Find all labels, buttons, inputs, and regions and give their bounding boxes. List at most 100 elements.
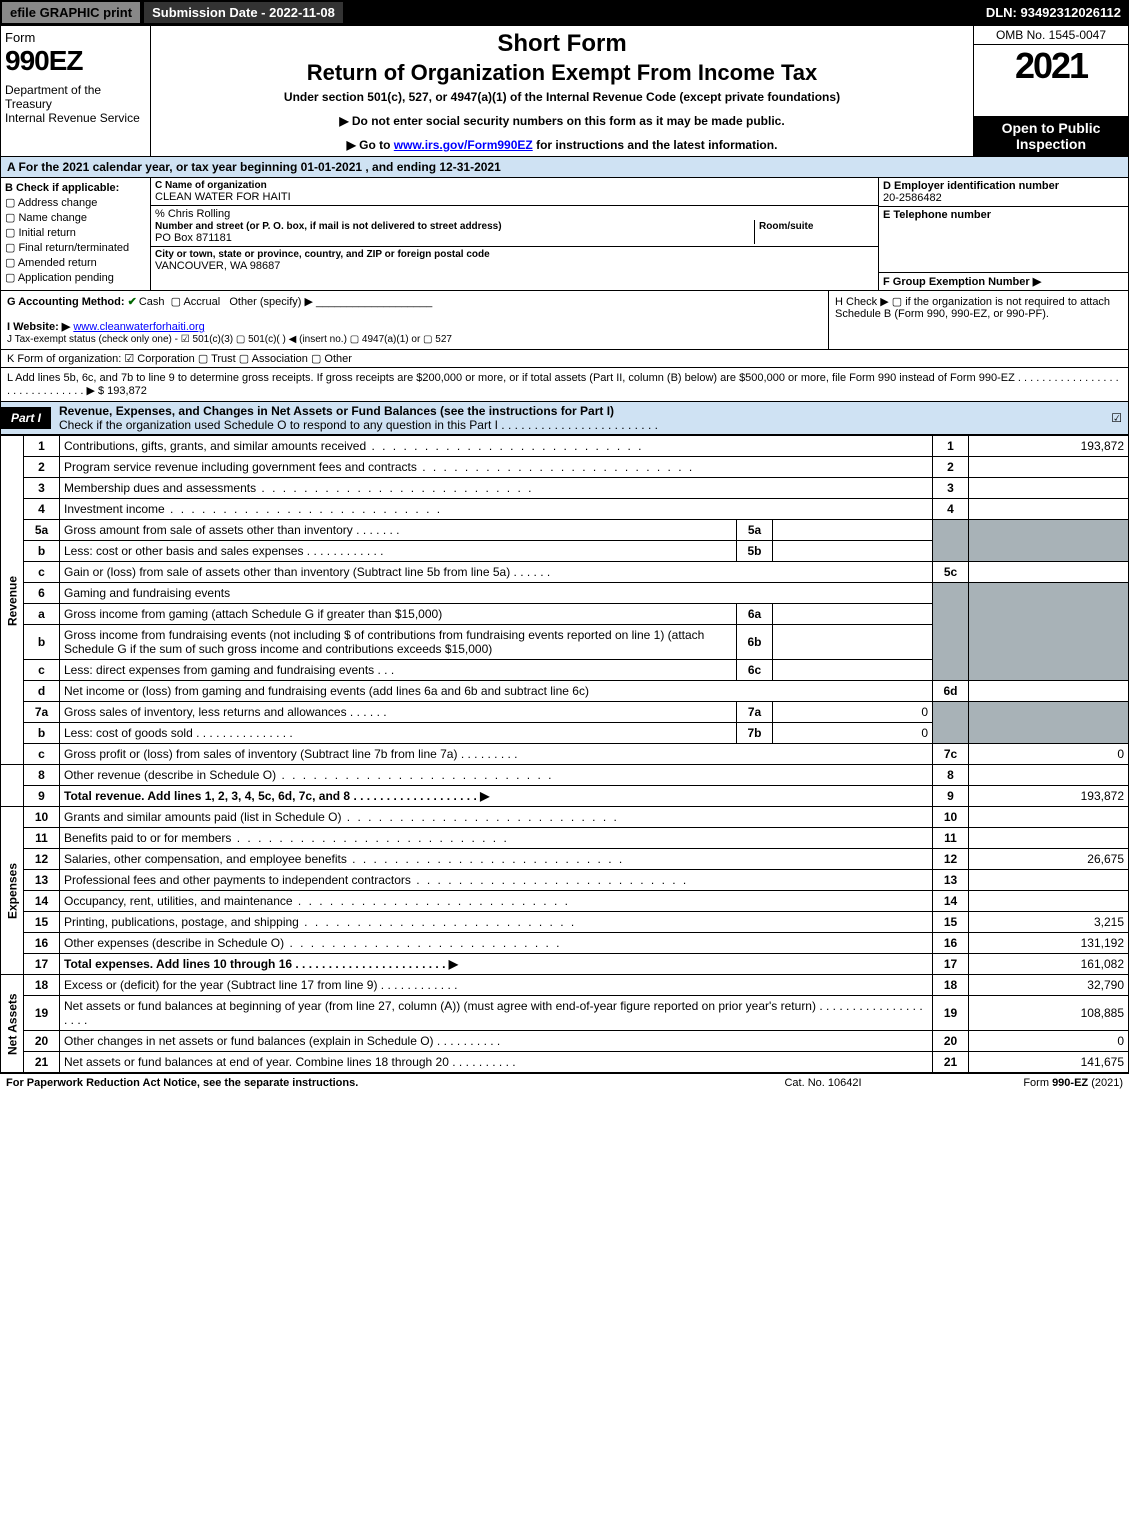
box-b: B Check if applicable: ▢ Address change … <box>1 178 151 290</box>
l19-val: 108,885 <box>969 996 1129 1031</box>
form-word: Form <box>5 30 146 45</box>
l3-val <box>969 478 1129 499</box>
l6d-rn: 6d <box>933 681 969 702</box>
l2-val <box>969 457 1129 478</box>
l1-rn: 1 <box>933 436 969 457</box>
l15-rn: 15 <box>933 912 969 933</box>
tax-exempt-status: J Tax-exempt status (check only one) - ☑… <box>7 334 452 345</box>
dln-label: DLN: 93492312026112 <box>980 2 1127 23</box>
l7ab-grey-val <box>969 702 1129 744</box>
l20-rn: 20 <box>933 1031 969 1052</box>
l12-val: 26,675 <box>969 849 1129 870</box>
l15-desc: Printing, publications, postage, and shi… <box>60 912 933 933</box>
l11-rn: 11 <box>933 828 969 849</box>
l3-desc: Membership dues and assessments <box>60 478 933 499</box>
group-exemption-label: F Group Exemption Number ▶ <box>883 276 1041 288</box>
irs-link[interactable]: www.irs.gov/Form990EZ <box>394 138 533 152</box>
l15-val: 3,215 <box>969 912 1129 933</box>
department-label: Department of the Treasury Internal Reve… <box>5 83 146 125</box>
ein-value: 20-2586482 <box>883 192 942 204</box>
efile-print-button[interactable]: efile GRAPHIC print <box>2 2 140 23</box>
l2-desc: Program service revenue including govern… <box>60 457 933 478</box>
l7ab-grey <box>933 702 969 744</box>
form-title: Return of Organization Exempt From Incom… <box>157 60 967 86</box>
l6d-desc: Net income or (loss) from gaming and fun… <box>60 681 933 702</box>
l5b-sv <box>773 541 933 562</box>
chk-final-return[interactable]: ▢ Final return/terminated <box>5 241 146 254</box>
form-subtitle: Under section 501(c), 527, or 4947(a)(1)… <box>157 90 967 104</box>
l10-desc: Grants and similar amounts paid (list in… <box>60 807 933 828</box>
addr-label: Number and street (or P. O. box, if mail… <box>155 221 502 232</box>
part-i-check-text: Check if the organization used Schedule … <box>59 418 658 432</box>
part-i-checkbox[interactable]: ☑ <box>1105 409 1128 427</box>
section-a: A For the 2021 calendar year, or tax yea… <box>0 157 1129 178</box>
part-i-tag: Part I <box>1 407 51 429</box>
room-label: Room/suite <box>759 221 813 232</box>
chk-address-change[interactable]: ▢ Address change <box>5 196 146 209</box>
l5c-desc: Gain or (loss) from sale of assets other… <box>60 562 933 583</box>
l19-desc: Net assets or fund balances at beginning… <box>60 996 933 1031</box>
l18-desc: Excess or (deficit) for the year (Subtra… <box>60 975 933 996</box>
l7c-val: 0 <box>969 744 1129 765</box>
l2-rn: 2 <box>933 457 969 478</box>
top-bar: efile GRAPHIC print Submission Date - 20… <box>0 0 1129 25</box>
box-c: C Name of organization CLEAN WATER FOR H… <box>151 178 878 290</box>
l17-desc: Total expenses. Add lines 10 through 16 … <box>60 954 933 975</box>
lines-table: Revenue 1 Contributions, gifts, grants, … <box>0 435 1129 1073</box>
care-of: % Chris Rolling <box>155 208 874 220</box>
chk-accrual[interactable]: Accrual <box>183 296 220 308</box>
website-link[interactable]: www.cleanwaterforhaiti.org <box>73 321 204 333</box>
l4-desc: Investment income <box>60 499 933 520</box>
l8-num: 8 <box>24 765 60 786</box>
l9-val: 193,872 <box>969 786 1129 807</box>
l20-num: 20 <box>24 1031 60 1052</box>
ein-label: D Employer identification number <box>883 180 1059 192</box>
l19-rn: 19 <box>933 996 969 1031</box>
l10-val <box>969 807 1129 828</box>
l13-rn: 13 <box>933 870 969 891</box>
l4-num: 4 <box>24 499 60 520</box>
info-grid: B Check if applicable: ▢ Address change … <box>0 178 1129 291</box>
l12-num: 12 <box>24 849 60 870</box>
chk-cash[interactable]: Cash <box>128 296 165 308</box>
l6a-num: a <box>24 604 60 625</box>
omb-number: OMB No. 1545-0047 <box>974 26 1128 45</box>
website-label: I Website: ▶ <box>7 321 70 333</box>
l9-desc: Total revenue. Add lines 1, 2, 3, 4, 5c,… <box>60 786 933 807</box>
l6-desc: Gaming and fundraising events <box>60 583 933 604</box>
l6-grey-val <box>969 583 1129 681</box>
chk-amended-return[interactable]: ▢ Amended return <box>5 256 146 269</box>
l20-val: 0 <box>969 1031 1129 1052</box>
part-i-header: Part I Revenue, Expenses, and Changes in… <box>0 402 1129 435</box>
l13-val <box>969 870 1129 891</box>
l5ab-grey <box>933 520 969 562</box>
accounting-method-label: G Accounting Method: <box>7 296 125 308</box>
l11-val <box>969 828 1129 849</box>
l7b-num: b <box>24 723 60 744</box>
l11-num: 11 <box>24 828 60 849</box>
other-specify[interactable]: Other (specify) ▶ <box>229 296 313 308</box>
footer-paperwork: For Paperwork Reduction Act Notice, see … <box>6 1077 723 1089</box>
l21-val: 141,675 <box>969 1052 1129 1073</box>
l6c-desc: Less: direct expenses from gaming and fu… <box>60 660 737 681</box>
l13-num: 13 <box>24 870 60 891</box>
phone-label: E Telephone number <box>883 209 991 221</box>
chk-name-change[interactable]: ▢ Name change <box>5 211 146 224</box>
chk-initial-return[interactable]: ▢ Initial return <box>5 226 146 239</box>
l14-val <box>969 891 1129 912</box>
l21-desc: Net assets or fund balances at end of ye… <box>60 1052 933 1073</box>
l6a-desc: Gross income from gaming (attach Schedul… <box>60 604 737 625</box>
l7c-num: c <box>24 744 60 765</box>
part-i-title: Revenue, Expenses, and Changes in Net As… <box>51 402 1105 434</box>
l21-num: 21 <box>24 1052 60 1073</box>
l8-rn: 8 <box>933 765 969 786</box>
l17-num: 17 <box>24 954 60 975</box>
l6b-num: b <box>24 625 60 660</box>
l7c-desc: Gross profit or (loss) from sales of inv… <box>60 744 933 765</box>
chk-application-pending[interactable]: ▢ Application pending <box>5 271 146 284</box>
submission-date-button[interactable]: Submission Date - 2022-11-08 <box>144 2 343 23</box>
l11-desc: Benefits paid to or for members <box>60 828 933 849</box>
addr-value: PO Box 871181 <box>155 232 232 244</box>
l5c-val <box>969 562 1129 583</box>
l7a-sl: 7a <box>737 702 773 723</box>
